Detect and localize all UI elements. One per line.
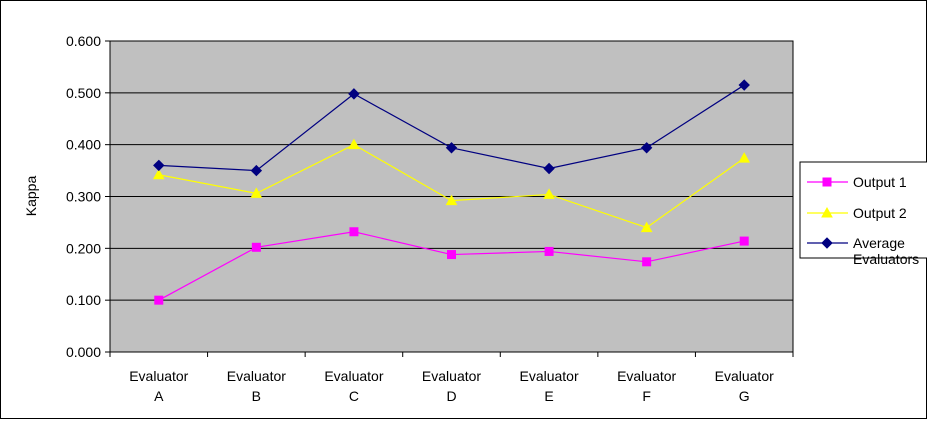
data-point — [640, 221, 653, 233]
legend-marker — [822, 177, 832, 187]
data-point — [251, 242, 261, 252]
y-tick-label: 0.400 — [66, 137, 101, 153]
y-tick-label: 0.300 — [66, 189, 101, 205]
x-tick-label: Evaluator C — [324, 368, 383, 404]
data-point — [738, 79, 750, 91]
legend-marker — [821, 206, 833, 218]
y-tick-label: 0.100 — [66, 292, 101, 308]
legend-item: Output 2 — [807, 205, 907, 221]
series-1 — [154, 227, 749, 305]
y-tick-label: 0.500 — [66, 85, 101, 101]
data-point — [152, 168, 165, 180]
data-point — [739, 236, 749, 246]
data-point — [153, 159, 165, 172]
data-point — [348, 138, 360, 150]
data-point — [738, 152, 751, 163]
legend-label: Output 2 — [853, 205, 907, 221]
legend-box — [799, 161, 927, 259]
data-point — [445, 142, 458, 154]
data-point — [349, 227, 359, 237]
x-tick-label: Evaluator A — [129, 368, 188, 404]
x-tick-label: Evaluator D — [422, 368, 481, 404]
x-tick-label: Evaluator F — [617, 368, 676, 404]
axes: 0.000 0.100 0.200 0.300 0.400 0.500 0.600 Evalu… — [66, 33, 794, 404]
series-lines — [152, 79, 751, 305]
data-point — [348, 88, 360, 100]
series-2 — [152, 138, 751, 233]
legend-label: Average Evaluators — [853, 235, 919, 267]
data-point — [543, 162, 555, 175]
y-tick-label: 0.200 — [66, 240, 101, 256]
data-point — [154, 295, 164, 305]
legend-label: Output 1 — [853, 174, 907, 190]
legend-marker — [821, 237, 833, 249]
x-tick-label: Evaluator B — [227, 368, 286, 404]
data-point — [544, 246, 554, 256]
data-point — [447, 250, 456, 260]
legend-item: Average Evaluators — [807, 235, 919, 267]
data-point — [250, 164, 263, 177]
series-3 — [153, 79, 750, 177]
data-point — [250, 187, 263, 198]
legend-item: Output 1 — [807, 174, 907, 190]
data-point — [543, 188, 555, 199]
legend: Output 1 Output 2 Average Evaluators — [799, 161, 927, 267]
data-point — [642, 257, 652, 267]
data-point — [445, 194, 458, 206]
x-tick-label: Evaluator G — [715, 368, 774, 404]
y-tick-label: 0.000 — [66, 344, 101, 360]
data-point — [640, 142, 653, 154]
y-axis-title: Kappa — [23, 176, 39, 217]
x-tick-label: Evaluator E — [519, 368, 578, 404]
y-tick-label: 0.600 — [66, 33, 101, 49]
